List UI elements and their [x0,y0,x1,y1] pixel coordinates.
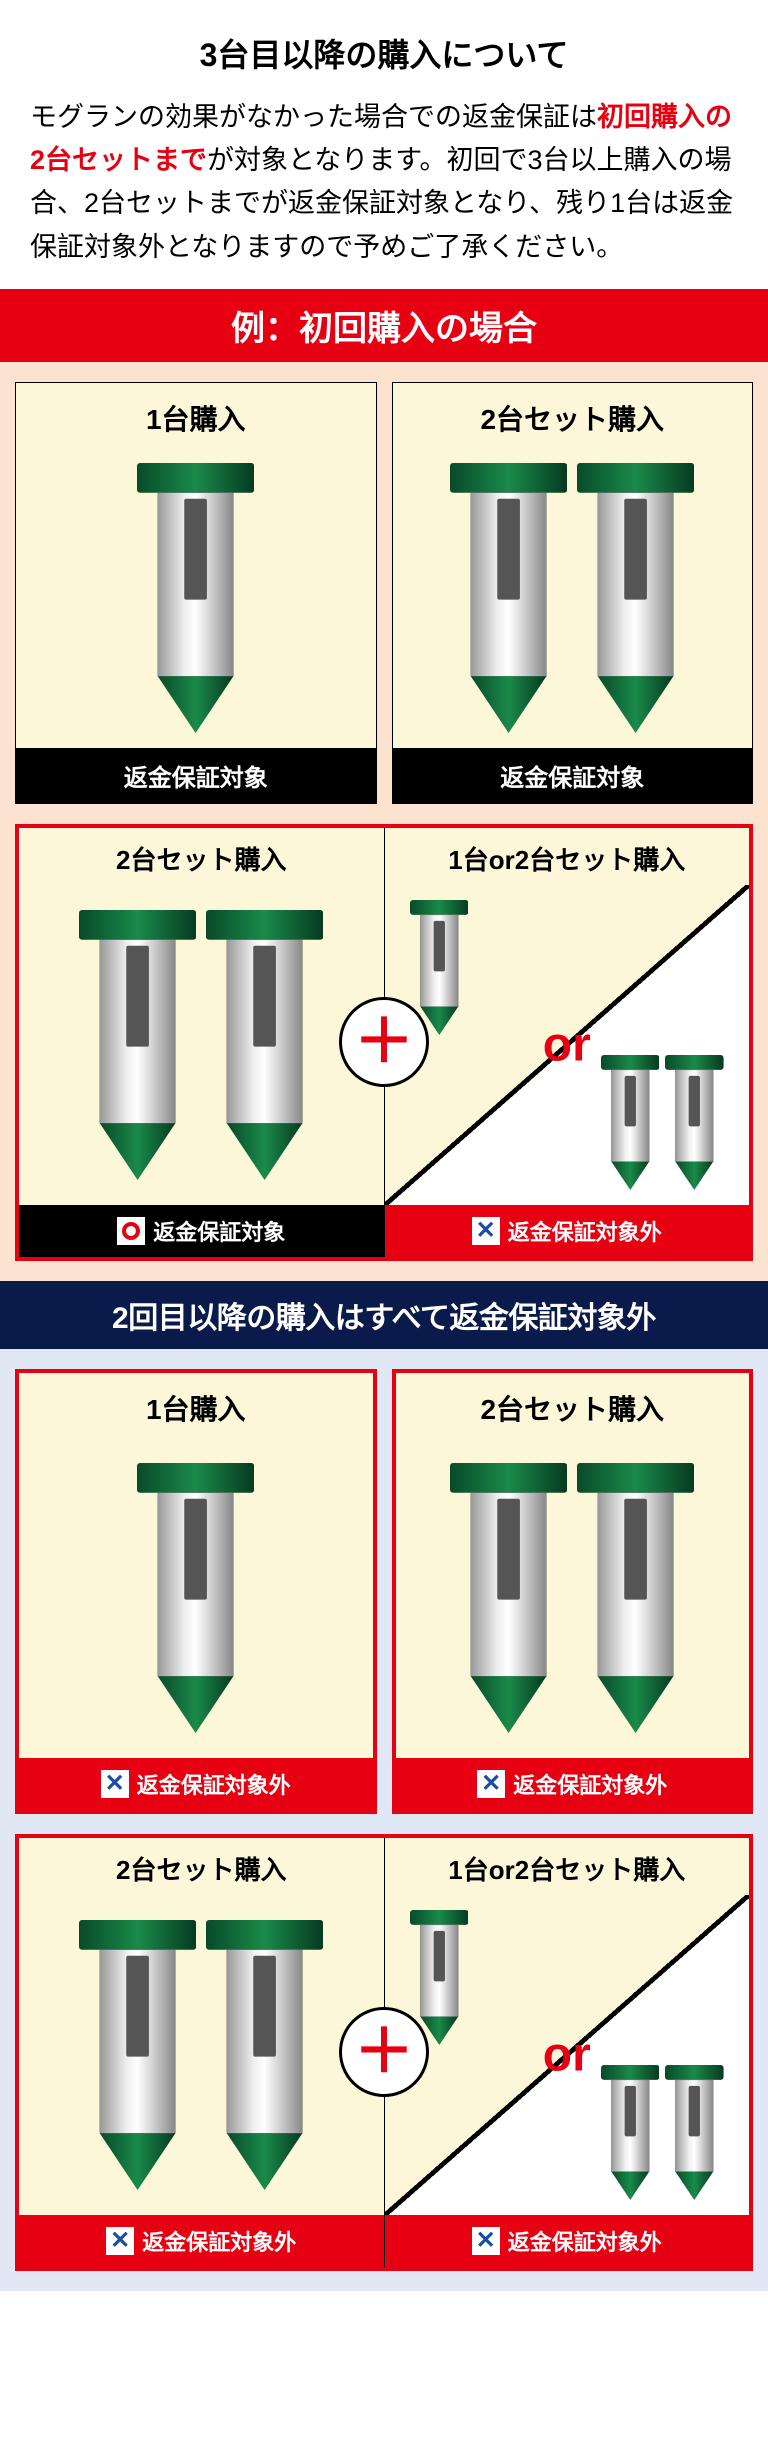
card-body [16,448,376,748]
x-icon: ✕ [106,2227,134,2255]
card-title: 1台購入 [19,1373,373,1438]
section-second-purchase: 1台購入 ✕ 返金保証対象外 2台セット購入 [0,1349,768,2291]
footer-label: 返金保証対象 [153,1215,285,1247]
plus-icon: ＋ [354,2022,414,2082]
stake-icon [137,1463,254,1733]
card-title: 2台セット購入 [396,1373,750,1438]
card-1unit-2nd: 1台購入 ✕ 返金保証対象外 [15,1369,377,1814]
stake-icon [601,2065,660,2200]
card-2unit: 2台セット購入 [392,382,754,804]
combo-title: 1台or2台セット購入 [385,1838,750,1895]
or-option-2 [601,1055,724,1190]
card-footer: 返金保証対象 [393,748,753,803]
footer-label: 返金保証対象外 [513,1768,667,1800]
combo-body-or: or [385,1895,750,2215]
combo-second-purchase: 2台セット購入 [15,1834,753,2271]
card-title: 2台セット購入 [393,383,753,448]
card-footer: ✕ 返金保証対象外 [396,1758,750,1810]
footer-label: 返金保証対象外 [508,2225,662,2257]
stake-icon [137,463,254,733]
intro-paragraph: モグランの効果がなかった場合での返金保証は初回購入の2台セットまでが対象となりま… [0,96,768,289]
x-icon: ✕ [477,1770,505,1798]
combo-title: 1台or2台セット購入 [385,828,750,885]
stake-icon [601,1055,660,1190]
card-footer: ✕ 返金保証対象外 [19,1758,373,1810]
card-title: 1台購入 [16,383,376,448]
stake-icon [79,910,196,1180]
combo-footer: ✕ 返金保証対象外 [385,1205,750,1257]
row-simple-cards-2: 1台購入 ✕ 返金保証対象外 2台セット購入 [15,1369,753,1814]
intro-line1: モグランの効果がなかった場合での返金保証は [30,102,597,132]
plus-badge: ＋ [339,2007,429,2097]
card-body [396,1438,750,1758]
footer-label: 返金保証対象外 [508,1215,662,1247]
intro-line1-after: が対象となります。 [207,145,447,175]
combo-right: 1台or2台セット購入 or [385,1838,750,2267]
card-1unit: 1台購入 返金保証対象 [15,382,377,804]
combo-title: 2台セット購入 [19,1838,384,1895]
plus-icon: ＋ [354,1012,414,1072]
stake-icon [206,1920,323,2190]
combo-right: 1台or2台セット購入 or [385,828,750,1257]
footer-label: 返金保証対象外 [142,2225,296,2257]
stake-icon [665,1055,724,1190]
stake-icon [206,910,323,1180]
stake-icon [79,1920,196,2190]
row-simple-cards-1: 1台購入 返金保証対象 2台セット購入 [15,382,753,804]
section-first-purchase: 1台購入 返金保証対象 2台セット購入 [0,362,768,1281]
banner-second-purchase: 2回目以降の購入はすべて返金保証対象外 [0,1281,768,1349]
combo-footer: 返金保証対象 [19,1205,384,1257]
card-footer: 返金保証対象 [16,748,376,803]
page-title: 3台目以降の購入について [0,0,768,96]
stake-icon [450,463,567,733]
combo-body [19,885,384,1205]
combo-body-or: or [385,885,750,1205]
combo-left: 2台セット購入 [19,828,385,1257]
stake-icon [577,463,694,733]
or-option-2 [601,2065,724,2200]
or-label: or [543,1017,591,1072]
plus-badge: ＋ [339,997,429,1087]
combo-footer: ✕ 返金保証対象外 [385,2215,750,2267]
combo-left: 2台セット購入 [19,1838,385,2267]
circle-icon [117,1217,145,1245]
stake-icon [665,2065,724,2200]
card-body [19,1438,373,1758]
footer-label: 返金保証対象外 [137,1768,291,1800]
card-body [393,448,753,748]
combo-title: 2台セット購入 [19,828,384,885]
card-2unit-2nd: 2台セット購入 [392,1369,754,1814]
stake-icon [450,1463,567,1733]
x-icon: ✕ [472,2227,500,2255]
banner-example: 例：初回購入の場合 [0,289,768,362]
or-label: or [543,2027,591,2082]
combo-footer: ✕ 返金保証対象外 [19,2215,384,2267]
combo-first-purchase: 2台セット購入 [15,824,753,1261]
stake-icon [577,1463,694,1733]
x-icon: ✕ [101,1770,129,1798]
combo-body [19,1895,384,2215]
x-icon: ✕ [472,1217,500,1245]
